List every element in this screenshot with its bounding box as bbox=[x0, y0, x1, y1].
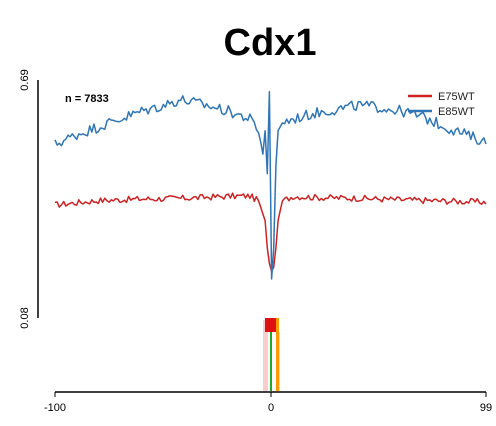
chart-title: Cdx1 bbox=[224, 22, 317, 64]
series-layer bbox=[54, 90, 487, 280]
y-tick-label-bottom: 0.08 bbox=[19, 307, 31, 328]
x-tick-label-right: 99 bbox=[480, 402, 492, 414]
legend-label-e85wt: E85WT bbox=[438, 106, 475, 118]
series-line-e75wt bbox=[54, 192, 487, 272]
peak-bar-green bbox=[270, 332, 272, 391]
legend-label-e75wt: E75WT bbox=[438, 91, 475, 103]
series-line-e85wt bbox=[54, 90, 487, 280]
y-tick-label-top: 0.69 bbox=[19, 69, 31, 90]
sample-size-annotation: n = 7833 bbox=[65, 93, 109, 105]
x-ticks: -100 0 99 bbox=[44, 392, 492, 414]
legend: E75WT E85WT bbox=[408, 91, 475, 118]
x-tick-label-left: -100 bbox=[44, 402, 66, 414]
peak-bars bbox=[263, 318, 280, 391]
x-tick-label-center: 0 bbox=[268, 402, 274, 414]
peak-bar-pink bbox=[263, 320, 268, 391]
peak-bar-red bbox=[265, 318, 276, 332]
peak-bar-orange bbox=[276, 318, 279, 391]
